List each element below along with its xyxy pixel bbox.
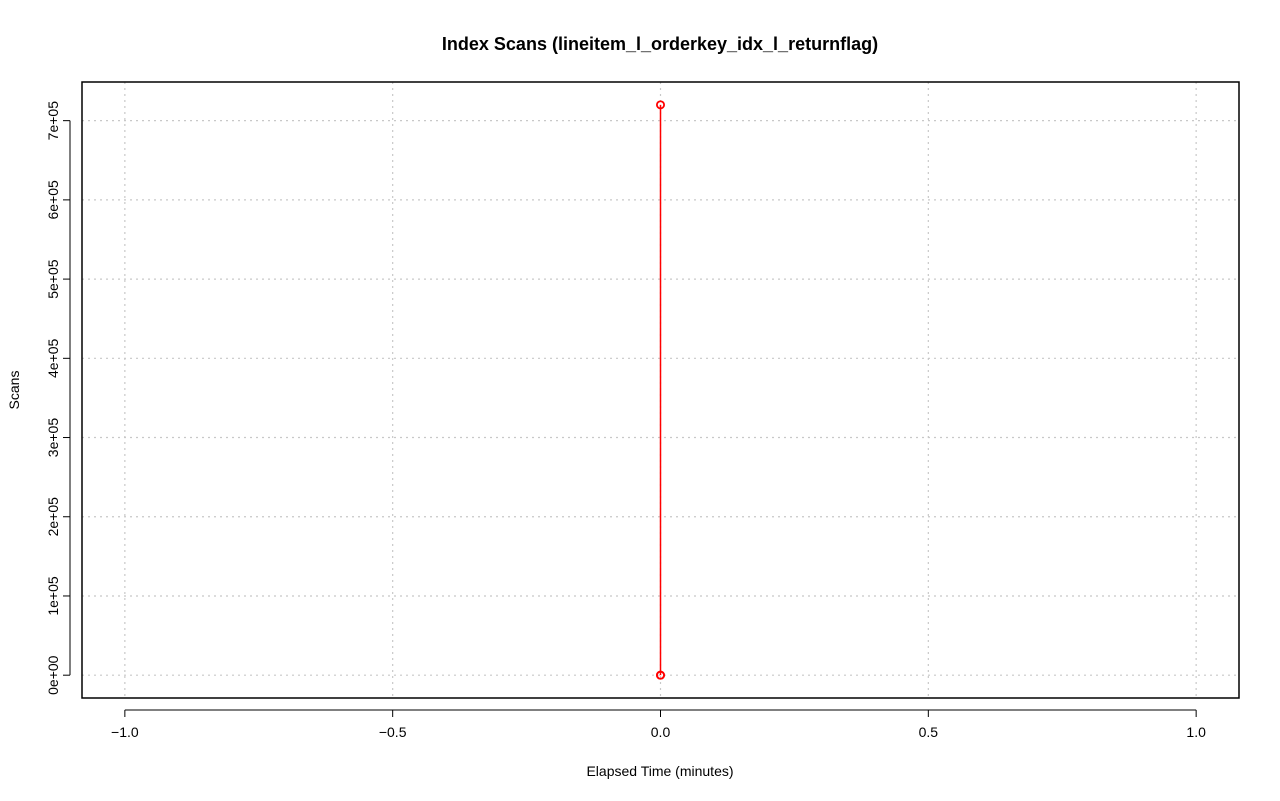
y-tick-label-7: 7e+05 bbox=[45, 101, 61, 141]
y-tick-label-3: 3e+05 bbox=[45, 418, 61, 458]
y-tick-label-6: 6e+05 bbox=[45, 180, 61, 220]
y-axis-label: Scans bbox=[6, 371, 22, 410]
data-point-0-1 bbox=[656, 100, 666, 110]
plot-frame bbox=[81, 81, 1240, 699]
x-tick-label-0: −1.0 bbox=[111, 724, 139, 740]
x-axis-label: Elapsed Time (minutes) bbox=[586, 763, 733, 779]
data-point-0-2 bbox=[656, 670, 666, 680]
data-series bbox=[656, 100, 666, 680]
y-tick-label-4: 4e+05 bbox=[45, 338, 61, 378]
x-tick-label-4: 1.0 bbox=[1186, 724, 1206, 740]
chart-title: Index Scans (lineitem_l_orderkey_idx_l_r… bbox=[442, 34, 878, 54]
grid-lines bbox=[82, 82, 1239, 698]
x-tick-label-2: 0.0 bbox=[651, 724, 671, 740]
y-tick-label-2: 2e+05 bbox=[45, 497, 61, 537]
y-tick-label-1: 1e+05 bbox=[45, 576, 61, 616]
y-tick-label-5: 5e+05 bbox=[45, 259, 61, 299]
y-axis: 0e+00 1e+05 2e+05 3e+05 4e+05 5e+05 6e+05 7e+05 bbox=[45, 101, 71, 695]
y-tick-label-0: 0e+00 bbox=[45, 655, 61, 695]
x-tick-label-3: 0.5 bbox=[919, 724, 939, 740]
x-axis: −1.0 −0.5 0.0 0.5 1.0 bbox=[111, 709, 1206, 740]
x-tick-label-1: −0.5 bbox=[379, 724, 407, 740]
